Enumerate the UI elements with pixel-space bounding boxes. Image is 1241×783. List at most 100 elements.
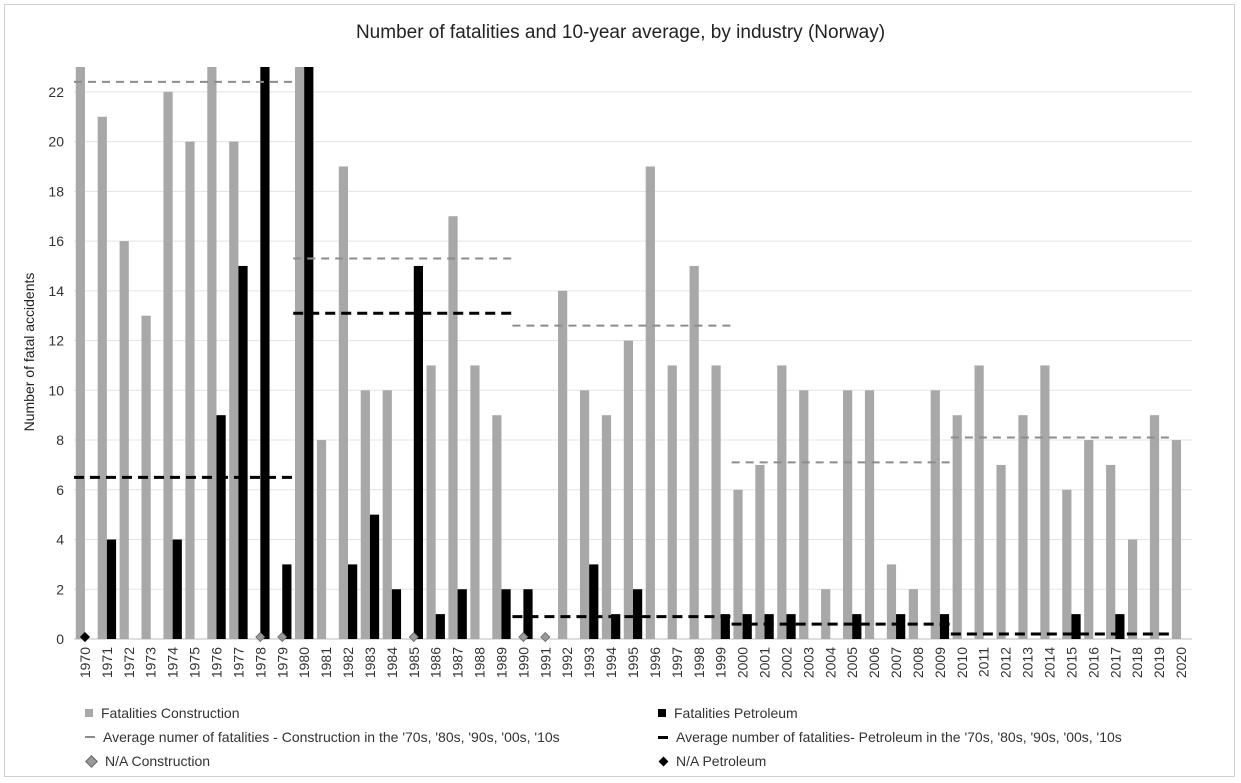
bar-construction [755,464,765,639]
y-tick-label: 22 [48,84,64,100]
y-tick-label: 20 [48,134,64,150]
bar-petroleum [369,514,380,639]
na-marker-construction [518,631,529,643]
legend-label-petroleum: Fatalities Petroleum [674,705,798,721]
bar-petroleum [282,564,292,639]
bar-construction [316,440,327,639]
x-tick-label: 2016 [1085,647,1101,678]
bar-petroleum [939,614,950,639]
legend-label-avg-construction: Average numer of fatalities - Constructi… [103,729,560,745]
y-tick-label: 10 [48,382,64,398]
x-tick-label: 1995 [625,647,641,678]
bar-petroleum [216,415,226,639]
x-tick-label: 1999 [713,647,729,678]
bar-construction [579,390,590,639]
bar-construction [952,415,962,639]
bar-construction [207,67,217,639]
bar-petroleum [523,589,533,639]
x-tick-label: 2013 [1020,647,1036,678]
bar-construction [623,340,633,639]
x-tick-label: 2011 [976,647,992,677]
bar-petroleum [852,614,862,639]
bar-construction [1084,440,1094,639]
legend-label-na-petroleum: N/A Petroleum [676,753,767,769]
na-markers [79,631,551,643]
bar-construction [930,390,940,639]
legend-swatch-petroleum [658,709,666,717]
bar-petroleum [611,614,621,639]
bar-construction [338,166,349,639]
bar-petroleum [304,67,314,639]
y-tick-label: 12 [48,333,64,349]
legend-label-avg-petroleum: Average number of fatalities- Petroleum … [676,729,1122,745]
bar-construction [1127,539,1138,639]
y-axis-ticks: 0 2 4 6 8 10 12 14 16 18 20 22 [48,84,64,647]
bar-construction [470,365,480,639]
bar-petroleum [764,614,774,639]
bar-construction [799,390,809,639]
bar-petroleum [238,265,248,639]
x-tick-label: 1988 [472,647,488,678]
x-tick-label: 2019 [1151,647,1167,678]
legend-swatch-avg-petroleum [658,735,668,739]
x-tick-label: 1979 [274,647,290,678]
x-tick-label: 2012 [998,647,1014,678]
x-tick-label: 2015 [1063,647,1079,678]
y-tick-label: 14 [48,283,64,299]
bar-construction [97,116,107,639]
bar-construction [294,67,305,639]
x-tick-label: 1984 [384,647,400,678]
legend-item-petroleum: Fatalities Petroleum [658,705,798,721]
na-marker-petroleum [79,631,91,643]
y-tick-label: 0 [56,631,64,647]
x-tick-label: 2007 [888,647,904,678]
x-tick-label: 1985 [406,647,422,678]
bar-petroleum [896,614,906,639]
x-tick-label: 1982 [340,647,356,678]
bar-construction [185,141,195,639]
bars [75,67,1182,639]
x-tick-label: 2018 [1129,647,1145,678]
x-tick-label: 2009 [932,647,948,678]
bar-construction [645,166,655,639]
na-marker-construction [408,631,419,643]
x-tick-label: 1972 [121,647,137,678]
bar-construction [667,365,677,639]
na-marker-construction [255,631,266,643]
bar-construction [426,365,436,639]
bar-construction [1062,489,1072,639]
x-tick-label: 1998 [691,647,707,678]
bar-construction [843,390,853,639]
legend-swatch-avg-construction [85,736,95,738]
bar-petroleum [457,589,467,639]
bar-construction [1018,415,1028,639]
x-tick-label: 2008 [910,647,926,678]
legend-item-avg-petroleum: Average number of fatalities- Petroleum … [658,729,1122,745]
x-tick-label: 1977 [230,647,246,678]
x-tick-label: 1992 [559,647,575,678]
x-tick-label: 2020 [1173,647,1189,678]
bar-construction [733,489,743,639]
legend-label-construction: Fatalities Construction [101,705,240,721]
bar-construction [382,390,392,639]
bar-petroleum [633,589,643,639]
x-tick-label: 1974 [165,647,181,678]
na-marker-construction [277,631,288,643]
x-tick-label: 1989 [493,647,509,678]
bar-petroleum [172,539,182,639]
bar-construction [1040,365,1050,639]
plot-area: 0 2 4 6 8 10 12 14 16 18 20 22 1970 1971 1972 1973 1974… [21,67,1192,678]
x-tick-label: 2006 [866,647,882,678]
x-tick-label: 1996 [647,647,663,678]
legend-item-avg-construction: Average numer of fatalities - Constructi… [85,729,560,745]
bar-construction [996,464,1006,639]
bar-petroleum [786,614,796,639]
bar-construction [711,365,721,639]
bar-construction [492,415,502,639]
legend-swatch-na-construction [85,754,98,768]
bar-petroleum [260,67,270,639]
bar-construction [908,589,918,639]
x-tick-label: 1997 [669,647,685,678]
bar-petroleum [348,564,358,639]
x-tick-label: 2002 [778,647,794,678]
